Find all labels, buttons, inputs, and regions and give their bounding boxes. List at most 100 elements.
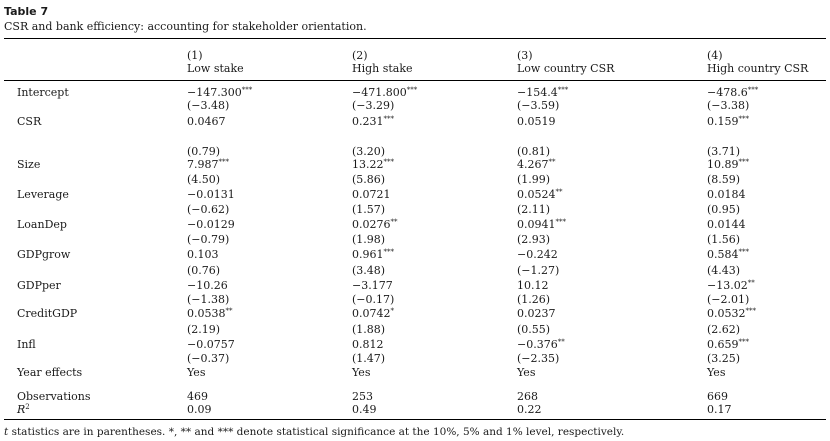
table-cell: (1.57) [352,203,386,216]
table-cell: (3.48) [352,264,386,277]
row-label: CSR [17,115,42,128]
table-cell: 0.0144 [707,218,746,231]
row-label: Leverage [17,188,69,201]
table-cell: (0.95) [707,203,741,216]
table-cell: (−2.35) [517,352,560,365]
table-cell: (1.88) [352,323,386,336]
table-cell: −471.800*** [352,86,418,99]
table-cell: (8.59) [707,173,741,186]
row-label: R2 [17,403,30,416]
table-caption: CSR and bank efficiency: accounting for … [4,20,367,33]
column-number: (1) [187,49,203,62]
table-cell: 10.89*** [707,158,749,171]
table-cell: 0.0276** [352,218,398,231]
row-label: Observations [17,390,91,403]
table-cell: (1.47) [352,352,386,365]
bottom-rule [4,419,826,420]
table-cell: (−3.29) [352,99,395,112]
table-cell: Yes [187,366,206,379]
table-cell: (5.86) [352,173,386,186]
table-cell: 0.0467 [187,115,226,128]
table-cell: (−3.48) [187,99,230,112]
table-cell: −0.376** [517,338,565,351]
table-cell: 0.0538** [187,307,233,320]
table-cell: −0.0129 [187,218,235,231]
table-cell: 0.812 [352,338,384,351]
table-cell: −10.26 [187,279,228,292]
table-cell: 0.0519 [517,115,556,128]
table-cell: (2.62) [707,323,741,336]
column-number: (4) [707,49,723,62]
table-cell: 13.22*** [352,158,394,171]
table-cell: (−0.17) [352,293,395,306]
table-cell: 253 [352,390,373,403]
header-rule [4,80,826,81]
table-cell: 469 [187,390,208,403]
table-cell: (4.50) [187,173,221,186]
table-cell: 0.0237 [517,307,556,320]
table-cell: 0.0532*** [707,307,756,320]
table-cell: (−3.59) [517,99,560,112]
table-cell: Yes [707,366,726,379]
table-cell: (−1.27) [517,264,560,277]
row-label: Size [17,158,41,171]
table-cell: (1.56) [707,233,741,246]
table-cell: Yes [517,366,536,379]
table-cell: (−3.38) [707,99,750,112]
table-cell: Yes [352,366,371,379]
table-cell: −3.177 [352,279,393,292]
table-cell: 0.103 [187,248,219,261]
table-cell: 4.267** [517,158,556,171]
row-label: Intercept [17,86,69,99]
column-name: High stake [352,62,413,75]
table-cell: (0.55) [517,323,551,336]
table-cell: 0.49 [352,403,377,416]
column-number: (3) [517,49,533,62]
table-cell: (0.76) [187,264,221,277]
table-cell: (3.71) [707,145,741,158]
table-cell: 0.0524** [517,188,563,201]
table-cell: 0.17 [707,403,732,416]
column-name: Low country CSR [517,62,615,75]
table-cell: 0.09 [187,403,212,416]
table-cell: 669 [707,390,728,403]
table-cell: (2.19) [187,323,221,336]
row-label: GDPgrow [17,248,71,261]
table-cell: (−1.38) [187,293,230,306]
table-cell: 268 [517,390,538,403]
row-label: Year effects [17,366,83,379]
table-label: Table 7 [4,5,49,18]
column-number: (2) [352,49,368,62]
table-cell: (−0.62) [187,203,230,216]
table-cell: 0.0721 [352,188,391,201]
row-label: CreditGDP [17,307,78,320]
column-name: High country CSR [707,62,809,75]
table-cell: −0.0757 [187,338,235,351]
table-cell: (1.99) [517,173,551,186]
table-cell: 0.961*** [352,248,394,261]
column-name: Low stake [187,62,244,75]
table-cell: 0.22 [517,403,542,416]
table-cell: −147.300*** [187,86,253,99]
table-cell: (3.20) [352,145,386,158]
top-rule [4,38,826,39]
table-cell: 0.584*** [707,248,749,261]
table-cell: (0.81) [517,145,551,158]
table-cell: (1.98) [352,233,386,246]
table-cell: (2.11) [517,203,551,216]
table-cell: 0.0742* [352,307,394,320]
table-cell: −0.0131 [187,188,235,201]
table-cell: 10.12 [517,279,549,292]
row-label: GDPper [17,279,61,292]
table-cell: −154.4*** [517,86,569,99]
table-cell: 0.0941*** [517,218,566,231]
table-cell: (4.43) [707,264,741,277]
table-footnote: t statistics are in parentheses. *, ** a… [4,426,625,438]
table-cell: (2.93) [517,233,551,246]
table-cell: −0.242 [517,248,558,261]
row-label: Infl [17,338,36,351]
table-cell: 0.231*** [352,115,394,128]
table-cell: 7.987*** [187,158,229,171]
table-cell: (−0.79) [187,233,230,246]
table-cell: 0.0184 [707,188,746,201]
